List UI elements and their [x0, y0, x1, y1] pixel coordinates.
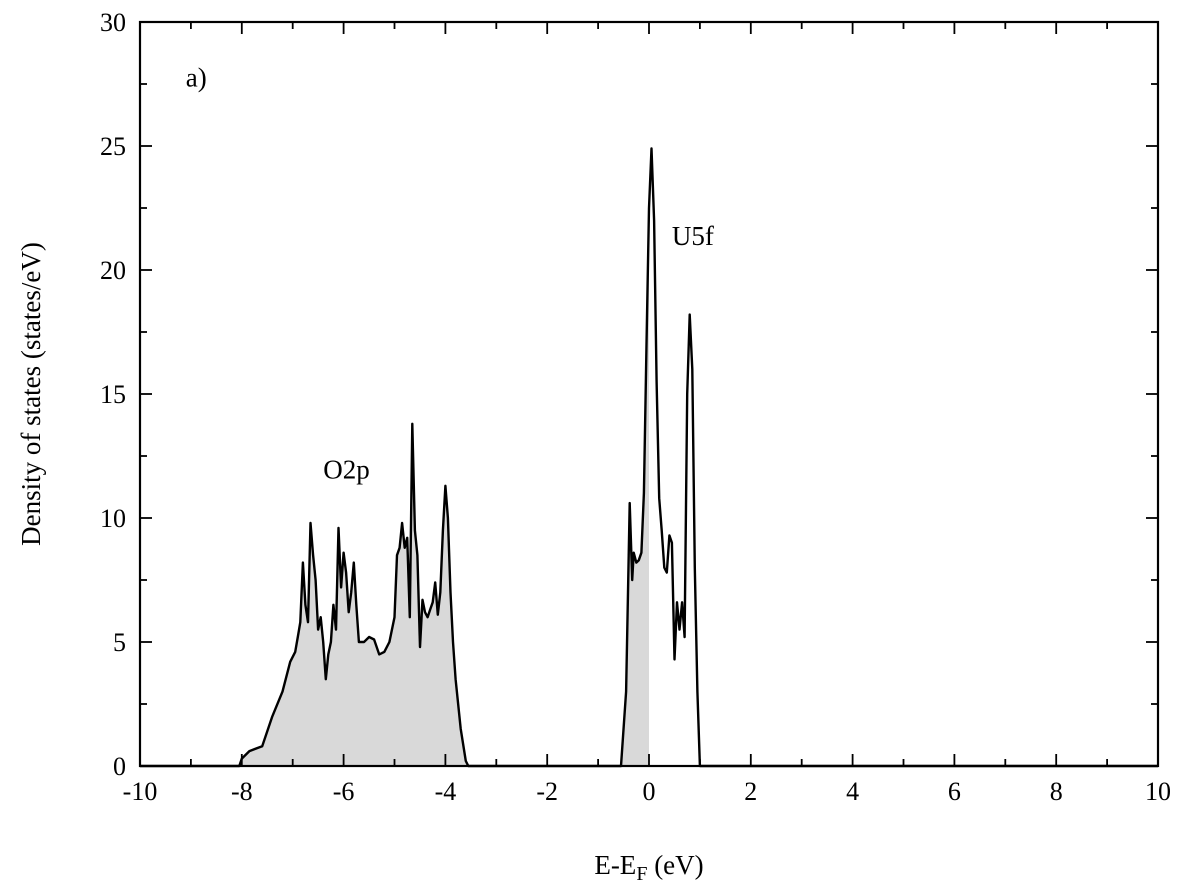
x-axis-label: E-EF (eV)	[594, 850, 703, 885]
x-tick-label: 4	[846, 777, 859, 806]
occupied-states-fill	[140, 208, 649, 766]
x-axis-label-subscript: F	[636, 863, 647, 885]
annotation-label: O2p	[323, 454, 370, 484]
x-tick-label: -6	[333, 777, 355, 806]
axis-ticks	[140, 22, 1158, 766]
x-tick-label: -2	[536, 777, 558, 806]
annotation-label: U5f	[672, 221, 714, 251]
x-tick-label: 2	[744, 777, 757, 806]
occupied-area	[140, 208, 649, 766]
tick-labels: -10 -8 -6 -4 -2 0 2 4 6 8 10 0 5 10 15 20 25 30	[100, 8, 1171, 806]
x-axis-label-main: E-E	[594, 850, 636, 880]
dos-line	[140, 147, 1158, 768]
annotations: a) O2p U5f	[186, 62, 714, 484]
x-tick-label: 0	[643, 777, 656, 806]
x-tick-label: 8	[1050, 777, 1063, 806]
x-tick-label: -4	[435, 777, 457, 806]
y-tick-label: 10	[100, 504, 126, 533]
dos-curve	[140, 147, 1158, 768]
x-tick-label: 10	[1145, 777, 1171, 806]
y-tick-label: 5	[113, 628, 126, 657]
y-tick-label: 15	[100, 380, 126, 409]
y-tick-label: 0	[113, 752, 126, 781]
x-tick-label: -10	[123, 777, 158, 806]
y-tick-label: 20	[100, 256, 126, 285]
x-tick-label: -8	[231, 777, 253, 806]
annotation-label: a)	[186, 62, 207, 92]
y-axis-label: Density of states (states/eV)	[16, 242, 46, 546]
y-tick-label: 25	[100, 132, 126, 161]
x-axis-label-unit: (eV)	[647, 850, 703, 880]
x-tick-label: 6	[948, 777, 961, 806]
y-tick-label: 30	[100, 8, 126, 37]
